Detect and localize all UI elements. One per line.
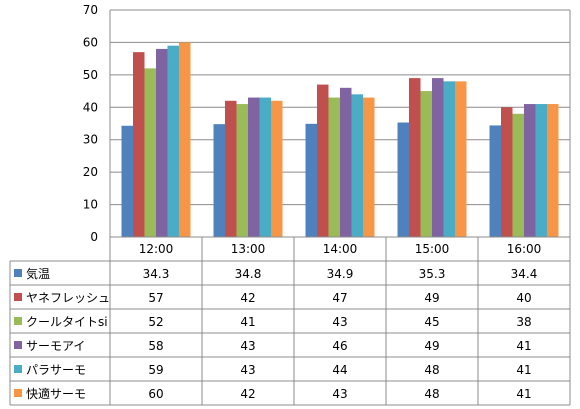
legend-key [14, 341, 22, 349]
legend-key [14, 317, 22, 325]
bar [121, 125, 133, 237]
bars [121, 42, 559, 238]
bar [501, 107, 513, 238]
y-tick-label: 70 [83, 3, 98, 17]
bar [156, 48, 168, 237]
data-label: 46 [332, 339, 347, 353]
y-tick-label: 10 [83, 198, 98, 212]
data-label: 52 [148, 315, 163, 329]
data-label: 41 [240, 315, 255, 329]
data-label: 48 [424, 363, 439, 377]
series-label: パラサーモ [26, 363, 86, 377]
data-label: 41 [516, 387, 531, 401]
data-label: 34.3 [143, 267, 170, 281]
bar [271, 100, 283, 237]
series-label: 気温 [26, 266, 50, 281]
y-tick-label: 0 [90, 230, 98, 244]
data-label: 43 [332, 387, 347, 401]
bar [213, 124, 225, 237]
data-label: 41 [516, 339, 531, 353]
y-tick-label: 50 [83, 68, 98, 82]
legend-key [14, 389, 22, 397]
bar [432, 78, 444, 237]
bar [340, 87, 352, 237]
data-label: 42 [240, 387, 255, 401]
y-tick-label: 40 [83, 100, 98, 114]
data-label: 43 [332, 315, 347, 329]
bar [512, 113, 524, 237]
bar [409, 78, 421, 237]
data-label: 34.9 [327, 267, 354, 281]
bar [489, 125, 501, 237]
data-label: 40 [516, 291, 531, 305]
data-label: 58 [148, 339, 163, 353]
x-category-label: 16:00 [507, 242, 542, 256]
bar [236, 104, 248, 238]
bar [179, 42, 191, 237]
legend-key [14, 269, 22, 277]
data-label: 60 [148, 387, 163, 401]
bar [133, 52, 145, 238]
legend-key [14, 293, 22, 301]
y-tick-label: 60 [83, 35, 98, 49]
bar [259, 97, 271, 237]
data-label: 45 [424, 315, 439, 329]
series-label: クールタイトsi [26, 315, 108, 329]
bar [535, 104, 547, 238]
bar [363, 97, 375, 237]
data-label: 41 [516, 363, 531, 377]
bar [305, 123, 317, 237]
data-label: 59 [148, 363, 163, 377]
data-label: 35.3 [419, 267, 446, 281]
data-label: 49 [424, 339, 439, 353]
x-category-label: 15:00 [415, 242, 450, 256]
bar [248, 97, 260, 237]
data-label: 42 [240, 291, 255, 305]
data-label: 34.4 [511, 267, 538, 281]
series-label: ヤネフレッシュ [26, 291, 110, 305]
data-label: 38 [516, 315, 531, 329]
x-category-label: 12:00 [139, 242, 174, 256]
data-label: 49 [424, 291, 439, 305]
x-category-label: 13:00 [231, 242, 266, 256]
y-axis-ticks: 0 10 20 30 40 50 60 70 [83, 3, 98, 244]
legend-key [14, 365, 22, 373]
bar [351, 94, 363, 237]
data-label: 47 [332, 291, 347, 305]
y-tick-label: 30 [83, 133, 98, 147]
bar [443, 81, 455, 237]
bar [167, 45, 179, 237]
data-label: 48 [424, 387, 439, 401]
bar [397, 122, 409, 237]
bar [420, 91, 432, 237]
bar [225, 100, 237, 237]
bar [455, 81, 467, 237]
bar [317, 84, 329, 237]
data-label: 43 [240, 363, 255, 377]
bar [547, 104, 559, 238]
series-label: 快適サーモ [26, 386, 86, 401]
y-tick-label: 20 [83, 165, 98, 179]
data-table: 12:00 13:00 14:00 15:00 16:00 気温 34.3 34.8 34.9 3… [9, 236, 571, 406]
data-label: 44 [332, 363, 347, 377]
bar [328, 97, 340, 237]
bar [144, 68, 156, 237]
series-label: サーモアイ [26, 339, 85, 353]
bar [524, 104, 536, 238]
x-category-label: 14:00 [323, 242, 358, 256]
data-label: 34.8 [235, 267, 262, 281]
data-label: 57 [148, 291, 163, 305]
data-label: 43 [240, 339, 255, 353]
